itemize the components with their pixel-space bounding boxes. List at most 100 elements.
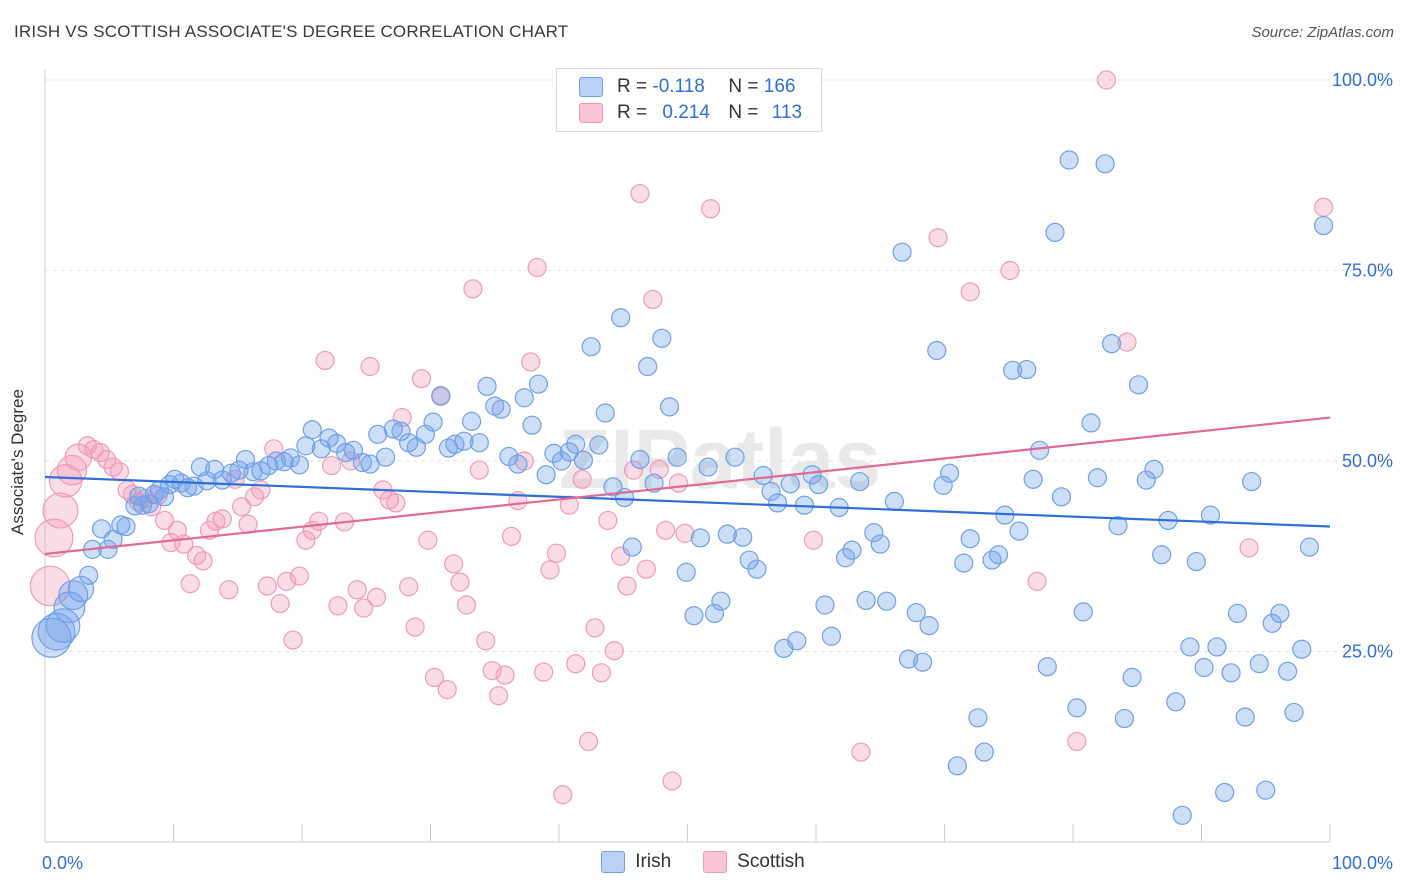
irish-point — [1313, 215, 1334, 236]
scottish-point — [354, 598, 374, 618]
irish-point — [1152, 545, 1172, 565]
legend-item-irish[interactable]: Irish — [601, 851, 671, 873]
scottish-point — [289, 566, 310, 586]
irish-point — [544, 443, 564, 463]
scottish-point — [675, 523, 695, 543]
scottish-point — [283, 630, 303, 650]
scottish-point — [533, 662, 554, 682]
scottish-point — [444, 554, 464, 574]
irish-point — [733, 527, 753, 547]
irish-point — [622, 537, 642, 557]
irish-point — [1067, 698, 1087, 718]
irish-point — [850, 471, 870, 492]
irish-point — [704, 603, 725, 624]
irish-point — [842, 540, 862, 560]
scottish-point — [399, 577, 419, 597]
scottish-point — [180, 574, 200, 594]
irish-point — [1180, 637, 1200, 657]
irish-point — [1059, 150, 1079, 170]
scottish-point — [309, 511, 329, 531]
irish-point — [864, 523, 884, 543]
irish-point — [352, 452, 372, 473]
irish-point — [717, 524, 737, 544]
scottish-point — [456, 595, 477, 615]
scottish-legend-swatch — [703, 851, 728, 873]
irish-point — [1023, 469, 1043, 489]
trend-lines — [44, 416, 1331, 556]
irish-point — [581, 337, 601, 357]
scottish-point — [1117, 332, 1137, 352]
y-tick-label: 100.0% — [1332, 70, 1393, 90]
irish-point — [154, 487, 175, 507]
scottish-n-value: 113 — [771, 102, 803, 123]
scottish-point — [219, 580, 239, 600]
irish-point — [1073, 602, 1093, 622]
irish-point — [1284, 702, 1304, 723]
irish-point — [1017, 359, 1037, 380]
irish-point — [528, 374, 549, 394]
scottish-point — [553, 785, 573, 805]
scottish-point — [566, 654, 586, 674]
irish-point — [573, 450, 594, 470]
scottish-r-label: R = — [617, 102, 648, 123]
scottish-point — [521, 352, 541, 372]
scottish-point — [1027, 571, 1047, 591]
scottish-point — [489, 686, 509, 706]
irish-point — [462, 411, 482, 431]
scottish-point — [572, 469, 592, 489]
irish-point — [302, 420, 322, 440]
irish-point — [229, 460, 249, 480]
irish-point — [753, 465, 773, 486]
irish-point — [898, 649, 919, 669]
irish-swatch — [579, 77, 603, 97]
scottish-point — [604, 641, 624, 661]
irish-point — [368, 424, 388, 444]
scottish-point — [251, 480, 271, 500]
scottish-point — [154, 510, 175, 531]
irish-point — [644, 473, 664, 493]
irish-point — [67, 575, 95, 603]
irish-legend-label: Irish — [635, 851, 672, 872]
irish-n-value: 166 — [763, 76, 796, 97]
irish-point — [469, 433, 489, 453]
irish-point — [927, 340, 947, 361]
irish-point — [522, 415, 542, 435]
chart-title: IRISH VS SCOTTISH ASSOCIATE'S DEGREE COR… — [14, 22, 569, 41]
y-tick-label: 50.0% — [1342, 451, 1393, 471]
irish-point — [659, 397, 680, 417]
irish-point — [940, 463, 960, 483]
irish-point — [684, 606, 704, 626]
scottish-point — [636, 559, 656, 579]
irish-point — [698, 457, 718, 477]
scottish-point — [366, 587, 387, 607]
scottish-point — [803, 530, 824, 550]
irish-point — [1207, 637, 1227, 657]
irish-point — [1249, 654, 1269, 674]
scottish-point — [527, 257, 547, 278]
irish-point — [638, 356, 658, 377]
irish-point — [1122, 667, 1142, 688]
irish-point — [1299, 537, 1320, 557]
scottish-point — [270, 593, 290, 614]
irish-point — [1186, 551, 1206, 572]
irish-point — [1144, 459, 1164, 479]
scottish-n-label: N = — [728, 102, 759, 123]
x-tick-label-min: 0.0% — [42, 853, 83, 873]
irish-point — [116, 516, 136, 537]
irish-point — [45, 608, 81, 643]
y-axis-label: Associate's Degree — [8, 389, 27, 535]
irish-point — [431, 386, 451, 406]
irish-point — [815, 595, 835, 615]
grid-lines — [45, 79, 1378, 652]
legend-item-scottish[interactable]: Scottish — [703, 851, 805, 873]
irish-point — [221, 463, 241, 483]
irish-point — [125, 496, 145, 516]
irish-point — [415, 424, 435, 444]
scottish-point — [495, 665, 515, 685]
scottish-point — [34, 518, 74, 558]
irish-point — [982, 550, 1002, 570]
irish-point — [536, 465, 556, 485]
irish-point — [767, 493, 788, 513]
scottish-point — [668, 473, 689, 493]
irish-point — [1172, 805, 1192, 825]
